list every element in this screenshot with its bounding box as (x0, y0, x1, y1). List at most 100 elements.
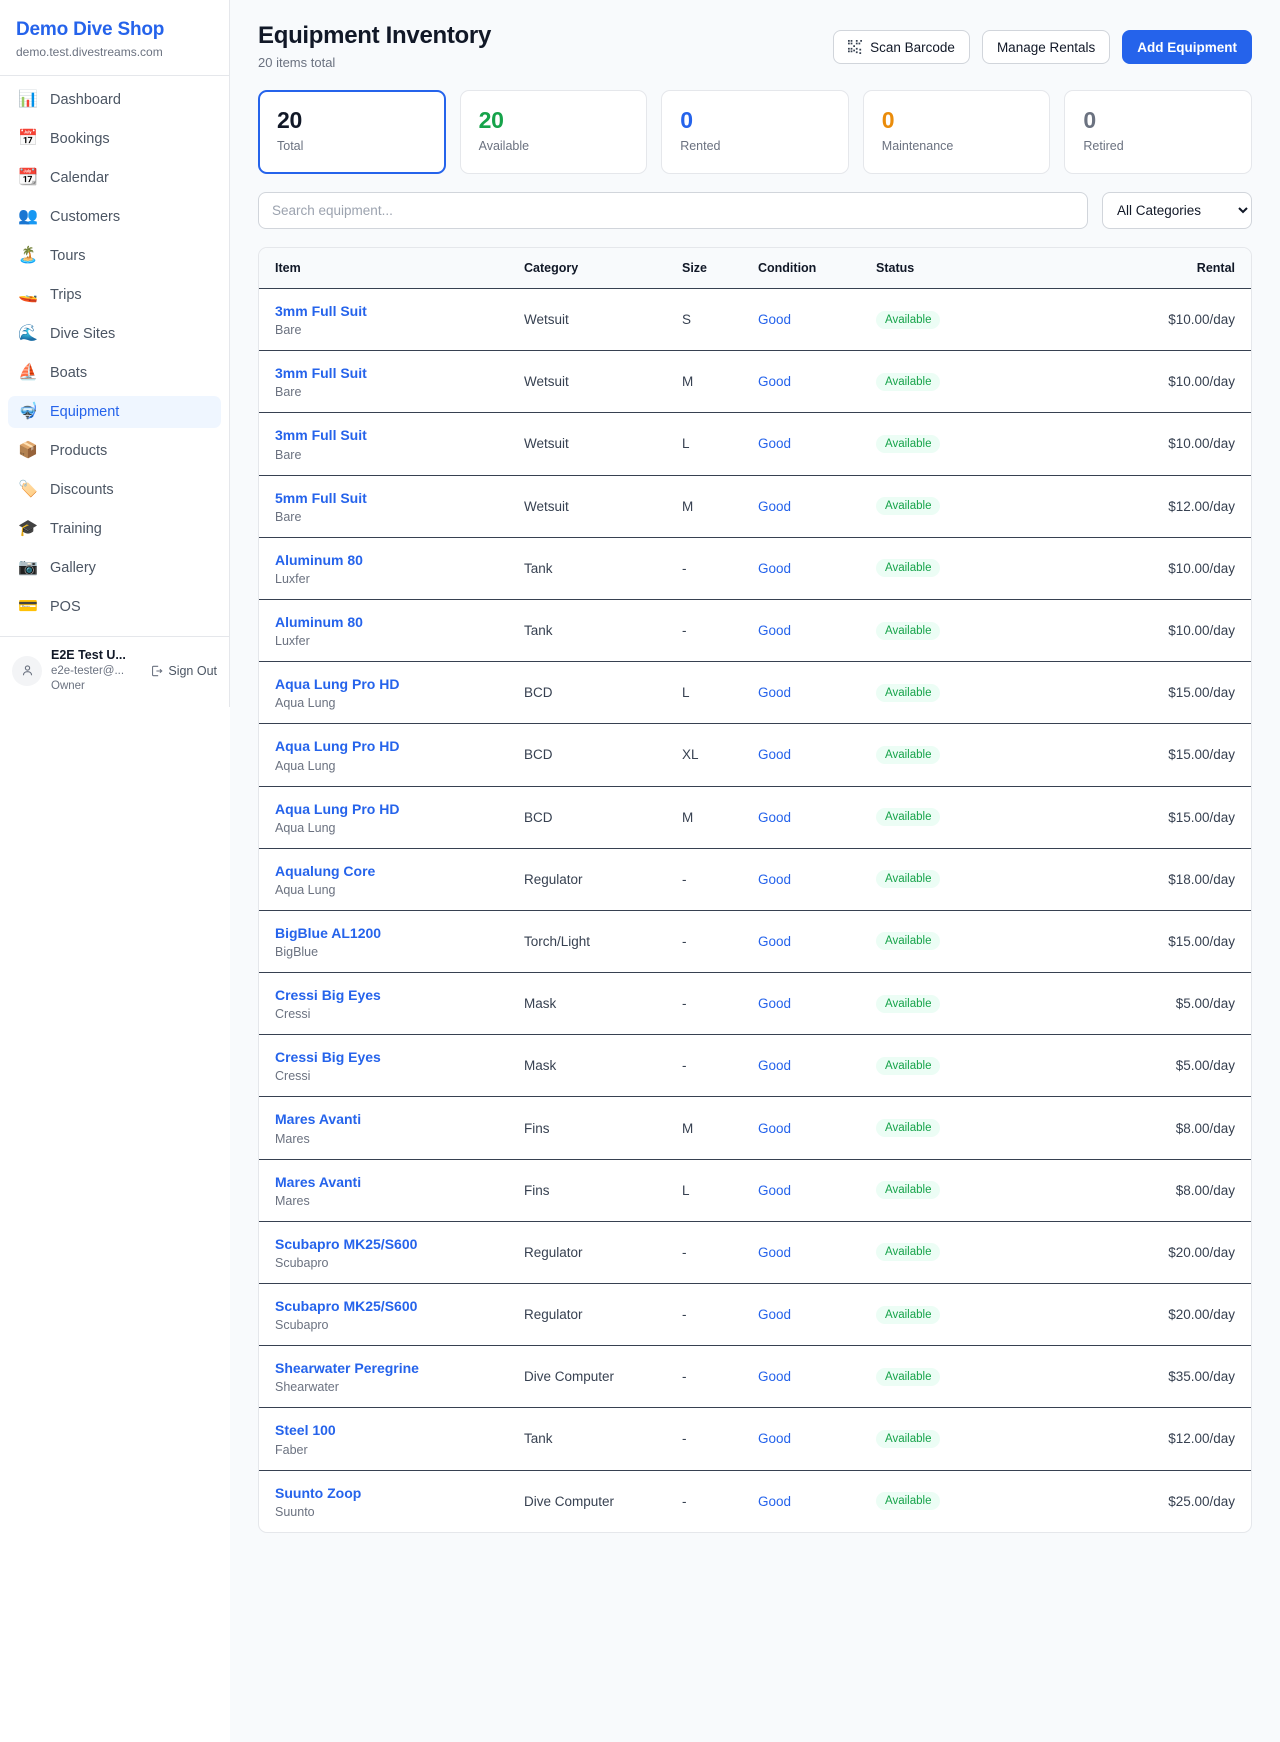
sidebar-item-trips[interactable]: 🚤 Trips (8, 279, 221, 311)
status-badge: Available (876, 1305, 941, 1324)
sidebar-item-calendar[interactable]: 📆 Calendar (8, 162, 221, 194)
cell-condition: Good (748, 1096, 866, 1160)
condition-link[interactable]: Good (758, 1493, 792, 1509)
item-name-link[interactable]: Shearwater Peregrine (275, 1360, 419, 1377)
item-name-link[interactable]: Scubapro MK25/S600 (275, 1298, 418, 1314)
table-row[interactable]: Aqua Lung Pro HD Aqua Lung BCD L Good Availab… (259, 661, 1251, 725)
table-row[interactable]: Shearwater Peregrine Shearwater Dive Compu… (259, 1345, 1251, 1409)
condition-link[interactable]: Good (758, 312, 792, 328)
item-name-link[interactable]: Aluminum 80 (275, 551, 363, 568)
search-input[interactable] (258, 192, 1088, 229)
sidebar-item-discounts[interactable]: 🏷️ Discounts (8, 474, 221, 506)
condition-link[interactable]: Good (758, 747, 792, 763)
column-header-item[interactable]: Item (259, 248, 514, 289)
table-row[interactable]: Mares Avanti Mares Fins L Good Available $8.00… (259, 1159, 1251, 1222)
column-header-rental[interactable]: Rental (1026, 248, 1251, 289)
column-header-condition[interactable]: Condition (748, 248, 866, 289)
table-row[interactable]: Scubapro MK25/S600 Scubapro Regulator - Good… (259, 1221, 1251, 1285)
table-row[interactable]: Aluminum 80 Luxfer Tank - Good Available $10.0… (259, 537, 1251, 600)
table-row[interactable]: 3mm Full Suit Bare Wetsuit S Good Available $1… (259, 288, 1251, 352)
cell-condition: Good (748, 350, 866, 414)
table-row[interactable]: Aluminum 80 Luxfer Tank - Good Available $10.0… (259, 599, 1251, 663)
sidebar-item-dive-sites[interactable]: 🌊 Dive Sites (8, 318, 221, 350)
condition-link[interactable]: Good (758, 436, 792, 452)
table-row[interactable]: BigBlue AL1200 BigBlue Torch/Light - Good Ava… (259, 910, 1251, 974)
table-row[interactable]: 3mm Full Suit Bare Wetsuit M Good Available $1… (259, 350, 1251, 414)
item-name-link[interactable]: Cressi Big Eyes (275, 987, 381, 1004)
table-row[interactable]: Suunto Zoop Suunto Dive Computer - Good Avail… (259, 1470, 1251, 1532)
item-name-link[interactable]: Aqua Lung Pro HD (275, 800, 400, 817)
sidebar-item-boats[interactable]: ⛵ Boats (8, 357, 221, 389)
condition-link[interactable]: Good (758, 1307, 792, 1323)
table-row[interactable]: Aqua Lung Pro HD Aqua Lung BCD M Good Availab… (259, 786, 1251, 849)
condition-link[interactable]: Good (758, 1182, 792, 1198)
table-row[interactable]: Cressi Big Eyes Cressi Mask - Good Available $… (259, 972, 1251, 1036)
column-header-category[interactable]: Category (514, 248, 672, 289)
sidebar-item-gallery[interactable]: 📷 Gallery (8, 552, 221, 584)
brand-block[interactable]: Demo Dive Shop demo.test.divestreams.com (0, 0, 229, 76)
item-name-link[interactable]: 5mm Full Suit (275, 489, 367, 506)
item-name-link[interactable]: BigBlue AL1200 (275, 924, 382, 941)
item-name-link[interactable]: Aqualung Core (275, 862, 376, 879)
scan-barcode-button[interactable]: Scan Barcode (833, 30, 970, 64)
stat-card-maintenance[interactable]: 0 Maintenance (862, 90, 1051, 174)
item-name-link[interactable]: Cressi Big Eyes (275, 1049, 381, 1066)
condition-link[interactable]: Good (758, 1244, 792, 1260)
item-name-link[interactable]: 3mm Full Suit (275, 303, 367, 319)
sidebar-item-training[interactable]: 🎓 Training (8, 513, 221, 545)
condition-link[interactable]: Good (758, 1431, 792, 1447)
condition-link[interactable]: Good (758, 498, 792, 514)
cell-item: Aqua Lung Pro HD Aqua Lung (259, 661, 514, 725)
condition-link[interactable]: Good (758, 996, 792, 1012)
sidebar-item-dashboard[interactable]: 📊 Dashboard (8, 84, 221, 116)
cell-rental: $15.00/day (1026, 786, 1251, 849)
item-name-link[interactable]: 3mm Full Suit (275, 427, 367, 444)
item-name-link[interactable]: Aluminum 80 (275, 613, 363, 630)
sidebar-item-tours[interactable]: 🏝️ Tours (8, 240, 221, 272)
table-row[interactable]: Steel 100 Faber Tank - Good Available $12.00/d… (259, 1407, 1251, 1471)
table-row[interactable]: Scubapro MK25/S600 Scubapro Regulator - Good… (259, 1283, 1251, 1347)
condition-link[interactable]: Good (758, 1369, 792, 1385)
condition-link[interactable]: Good (758, 933, 792, 949)
sidebar-item-bookings[interactable]: 📅 Bookings (8, 123, 221, 155)
table-row[interactable]: 3mm Full Suit Bare Wetsuit L Good Available $1… (259, 412, 1251, 476)
item-name-link[interactable]: 3mm Full Suit (275, 365, 367, 382)
sidebar-item-products[interactable]: 📦 Products (8, 435, 221, 467)
item-name-link[interactable]: Steel 100 (275, 1422, 336, 1439)
condition-link[interactable]: Good (758, 1058, 792, 1074)
condition-link[interactable]: Good (758, 809, 792, 825)
stat-card-available[interactable]: 20 Available (459, 90, 648, 174)
item-name-link[interactable]: Scubapro MK25/S600 (275, 1235, 418, 1252)
sidebar-item-pos[interactable]: 💳 POS (8, 591, 221, 623)
user-icon (22, 665, 32, 676)
manage-rentals-button[interactable]: Manage Rentals (981, 30, 1111, 64)
stat-card-rented[interactable]: 0 Rented (661, 90, 849, 174)
item-name-link[interactable]: Aqua Lung Pro HD (275, 738, 400, 755)
condition-link[interactable]: Good (758, 560, 792, 576)
item-name-link[interactable]: Mares Avanti (275, 1111, 362, 1128)
condition-link[interactable]: Good (758, 685, 792, 701)
condition-link[interactable]: Good (758, 623, 792, 639)
column-header-size[interactable]: Size (672, 248, 748, 289)
item-name-link[interactable]: Aqua Lung Pro HD (275, 676, 400, 693)
sign-out-button[interactable]: Sign Out (150, 664, 217, 678)
cell-item: Suunto Zoop Suunto (259, 1470, 514, 1532)
column-header-status[interactable]: Status (866, 248, 1026, 289)
table-row[interactable]: 5mm Full Suit Bare Wetsuit M Good Available $1… (259, 475, 1251, 538)
condition-link[interactable]: Good (758, 1120, 792, 1136)
condition-link[interactable]: Good (758, 871, 792, 887)
item-name-link[interactable]: Mares Avanti (275, 1173, 362, 1190)
cell-category: BCD (514, 786, 672, 849)
item-name-link[interactable]: Suunto Zoop (275, 1484, 362, 1501)
table-row[interactable]: Aqua Lung Pro HD Aqua Lung BCD XL Good Availa… (259, 723, 1251, 787)
sidebar-item-customers[interactable]: 👥 Customers (8, 201, 221, 233)
add-equipment-button[interactable]: Add Equipment (1122, 30, 1252, 64)
stat-card-total[interactable]: 20 Total (258, 90, 446, 174)
table-row[interactable]: Mares Avanti Mares Fins M Good Available $8.00… (259, 1096, 1251, 1160)
condition-link[interactable]: Good (758, 374, 792, 390)
category-filter-select[interactable]: All Categories (1102, 192, 1252, 229)
sidebar-item-equipment[interactable]: 🤿 Equipment (8, 395, 221, 428)
table-row[interactable]: Cressi Big Eyes Cressi Mask - Good Available $… (259, 1034, 1251, 1098)
table-row[interactable]: Aqualung Core Aqua Lung Regulator - Good Avai… (259, 848, 1251, 911)
stat-card-retired[interactable]: 0 Retired (1064, 90, 1252, 174)
